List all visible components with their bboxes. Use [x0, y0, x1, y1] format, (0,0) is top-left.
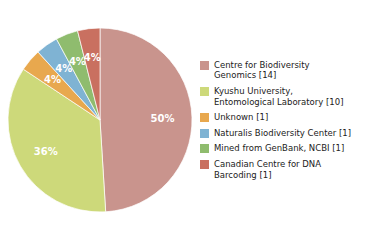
svg-text:36%: 36% [34, 146, 58, 157]
html-text:Canadian Centre for DNA Barcod: Canadian Centre for DNA Barcoding [1] [214, 159, 321, 180]
svg-text:4%: 4% [55, 63, 73, 75]
html-text:Mined from GenBank, NCBI [1]: Mined from GenBank, NCBI [1] [214, 143, 345, 154]
svg-text:50%: 50% [151, 113, 175, 124]
html-text:Unknown [1]: Unknown [1] [214, 112, 269, 123]
svg-text:4%: 4% [84, 52, 101, 63]
svg-text:4%: 4% [68, 56, 86, 68]
html-text:Centre for Biodiversity Genomi: Centre for Biodiversity Genomics [14] [214, 59, 310, 81]
html-text:Kyushu University, Entomologic: Kyushu University, Entomological Laborat… [214, 85, 344, 107]
svg-text:4%: 4% [44, 74, 61, 85]
html-text:Naturalis Biodiversity Center: Naturalis Biodiversity Center [1] [214, 127, 351, 138]
